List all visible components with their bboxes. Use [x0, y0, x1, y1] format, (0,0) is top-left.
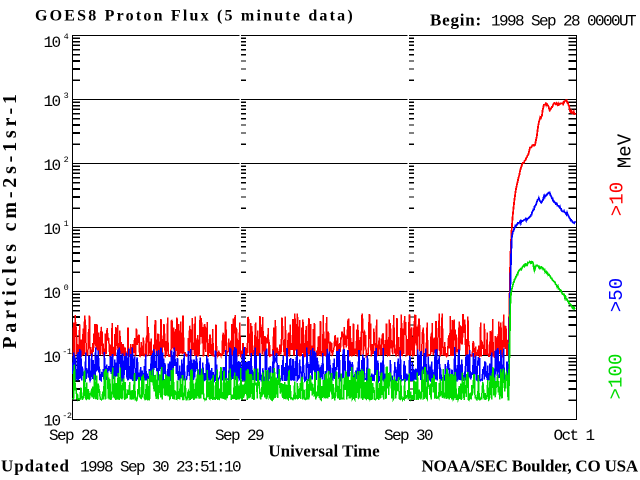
- svg-text:Sep 29: Sep 29: [215, 427, 264, 445]
- svg-text:MeV: MeV: [615, 133, 637, 168]
- svg-text:0: 0: [64, 283, 69, 293]
- svg-text:1: 1: [64, 219, 69, 229]
- svg-text:10: 10: [44, 349, 61, 367]
- svg-text:-2: -2: [62, 411, 72, 421]
- svg-text:10: 10: [44, 221, 61, 239]
- svg-text:>10: >10: [606, 182, 628, 217]
- svg-text:Sep 30: Sep 30: [384, 427, 433, 445]
- svg-text:Particles cm-2s-1sr-1: Particles cm-2s-1sr-1: [0, 90, 21, 348]
- svg-text:4: 4: [64, 32, 69, 42]
- svg-text:10: 10: [44, 34, 61, 52]
- svg-text:Universal Time: Universal Time: [268, 442, 380, 461]
- svg-text:Begin:: Begin:: [430, 11, 482, 30]
- svg-text:>50: >50: [606, 278, 628, 313]
- svg-text:10: 10: [44, 285, 61, 303]
- svg-text:10: 10: [44, 157, 61, 175]
- svg-text:3: 3: [64, 91, 69, 101]
- svg-text:1998 Sep 30 23:51:10: 1998 Sep 30 23:51:10: [80, 459, 241, 477]
- svg-text:1998 Sep 28 0000UT: 1998 Sep 28 0000UT: [491, 13, 636, 31]
- svg-text:2: 2: [64, 155, 69, 165]
- svg-text:-1: -1: [62, 347, 72, 357]
- svg-text:Updated: Updated: [1, 457, 70, 476]
- svg-text:GOES8 Proton Flux (5 minute da: GOES8 Proton Flux (5 minute data): [35, 8, 355, 25]
- svg-text:10: 10: [44, 413, 61, 431]
- svg-text:Sep 28: Sep 28: [49, 427, 98, 445]
- svg-text:>100: >100: [606, 353, 628, 399]
- svg-text:NOAA/SEC Boulder, CO USA: NOAA/SEC Boulder, CO USA: [421, 457, 638, 476]
- svg-text:Oct 1: Oct 1: [553, 427, 594, 445]
- svg-text:10: 10: [44, 93, 61, 111]
